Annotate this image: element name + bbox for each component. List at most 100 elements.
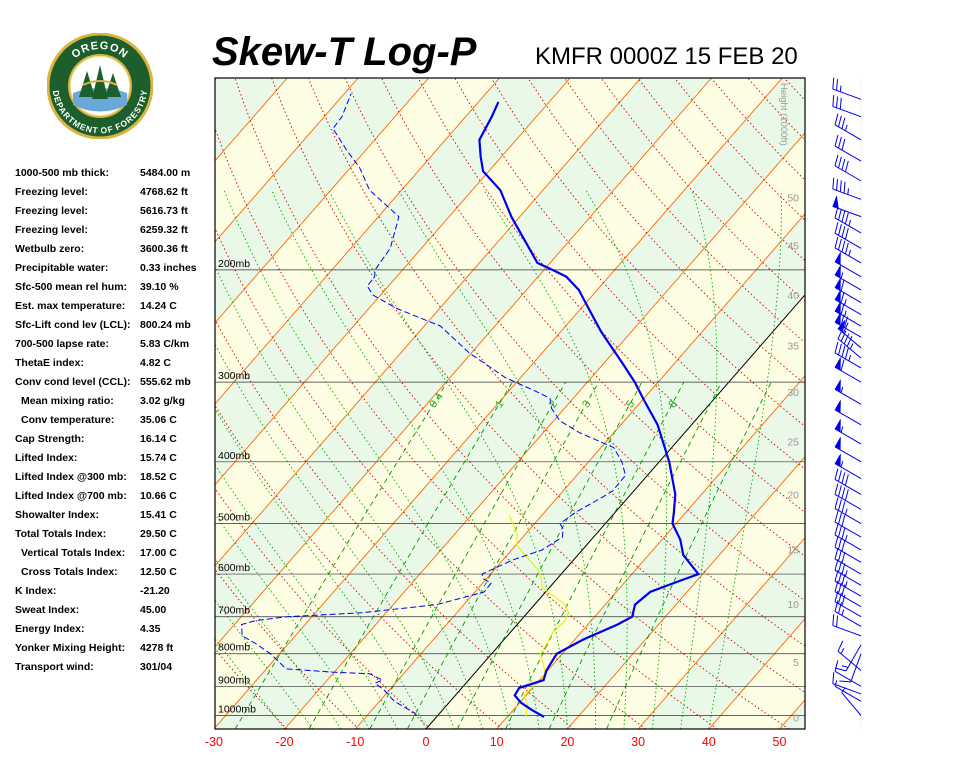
wind-barb-staff: [834, 569, 862, 586]
wind-barb-flag: [843, 333, 850, 345]
wind-barb-flag: [834, 468, 839, 480]
wind-barb-pennant: [834, 301, 841, 315]
dry-adiabat: [215, 127, 718, 729]
wind-barb-flag: [841, 345, 846, 358]
stat-value: 3600.36 ft: [140, 243, 188, 255]
isotherm-line: [354, 213, 805, 729]
dewpoint-trace: [240, 93, 627, 716]
wind-barb-flag: [839, 97, 842, 110]
wind-barb-staff: [837, 338, 862, 359]
mixing-ratio-label: 8: [666, 398, 679, 410]
wind-barb-flag: [837, 470, 842, 482]
wind-barb: [834, 222, 862, 249]
stat-value: 12.50 C: [140, 566, 177, 578]
wind-barb-flag: [840, 291, 845, 304]
wind-barb-pennant: [834, 289, 841, 304]
wind-barb: [837, 640, 862, 671]
x-tick-label: 10: [490, 735, 504, 749]
wind-barb: [834, 341, 862, 369]
height-tick-label: 40: [787, 290, 799, 302]
wind-barb-half-flag: [844, 298, 847, 306]
wind-barb-flag: [837, 224, 842, 236]
mixing-ratio-line: [407, 381, 599, 729]
stat-label: Sfc-500 mean rel hum:: [15, 281, 128, 293]
dry-adiabat: [417, 78, 805, 513]
dry-adiabat: [858, 78, 960, 729]
wind-barb-half-flag: [839, 85, 842, 92]
wind-barb-staff: [832, 188, 862, 200]
wind-barb: [834, 236, 862, 264]
wind-barb-half-flag: [834, 680, 838, 687]
wind-barb-flag: [832, 177, 835, 190]
stat-label: Total Totals Index:: [15, 528, 107, 540]
pressure-label: 200mb: [218, 258, 250, 270]
wind-barb-flag: [839, 180, 842, 192]
stat-label: Freezing level:: [15, 224, 88, 236]
wind-barb-pennant: [834, 453, 841, 468]
height-axis-title: Height (1000ft): [778, 83, 789, 146]
wind-barb-pennant: [834, 419, 841, 433]
wind-barb-half-flag: [848, 354, 852, 362]
x-tick-label: 0: [423, 735, 430, 749]
wind-barb-flag: [841, 158, 846, 170]
wind-barb: [832, 672, 862, 695]
wind-barb: [834, 660, 862, 687]
wind-barb-flag: [843, 181, 846, 194]
wind-barb-staff: [834, 534, 862, 551]
wind-barb: [834, 437, 862, 463]
wind-barb: [832, 77, 862, 100]
isotherm-line: [215, 78, 712, 648]
wind-barb: [834, 312, 862, 338]
wind-barb-flag: [837, 512, 842, 525]
wind-barb-flag: [837, 208, 842, 221]
wind-barb-flag: [837, 115, 842, 127]
stat-value: 39.10 %: [140, 281, 179, 293]
wind-barb-flag: [844, 347, 849, 360]
stat-value: 14.24 C: [140, 300, 177, 312]
wind-barb-flag: [832, 95, 835, 107]
stat-value: 5.83 C/km: [140, 338, 190, 350]
stat-label: Freezing level:: [15, 186, 88, 198]
height-tick-label: 5: [793, 657, 799, 669]
wind-barb-staff: [845, 644, 862, 672]
dry-adiabat: [894, 78, 960, 729]
wind-barb-flag: [841, 487, 846, 499]
profiles: [240, 93, 701, 718]
isotherm-line: [708, 618, 805, 729]
wind-barb-flag: [832, 614, 835, 626]
stat-label: Energy Index:: [15, 623, 85, 635]
mixing-ratio-line: [234, 381, 448, 729]
stat-label: 1000-500 mb thick:: [15, 167, 109, 179]
dry-adiabat: [215, 404, 503, 729]
wind-barb: [839, 653, 862, 683]
wind-barb-flag: [834, 236, 839, 249]
wind-barb-flag: [841, 501, 846, 513]
wind-barb-staff: [834, 670, 862, 687]
wind-barb-flag: [837, 602, 842, 614]
mixing-ratio-label: 2: [547, 398, 560, 410]
isotherm-band: [779, 699, 805, 729]
wind-barb-staff: [832, 683, 862, 695]
pressure-labels: 200mb 300mb 400mb 500mb 600mb 700mb 800mb 900mb…: [218, 258, 256, 716]
stat-label: Conv temperature:: [21, 414, 115, 426]
stat-value: 5484.00 m: [140, 167, 191, 179]
wind-barb-pennant: [834, 437, 841, 451]
stat-value: 18.52 C: [140, 471, 177, 483]
wind-barb-flag: [836, 615, 839, 627]
wind-barb-flag: [837, 343, 842, 356]
stat-value: 6259.32 ft: [140, 224, 188, 236]
wind-barb-flag: [844, 489, 849, 501]
stat-value: 15.74 C: [140, 452, 177, 464]
wind-barb-staff: [834, 580, 862, 597]
wind-barb-half-flag: [848, 219, 852, 227]
stat-label: Est. max temperature:: [15, 300, 126, 312]
dry-adiabat: [783, 78, 805, 101]
wind-barb-flag: [841, 240, 846, 253]
wind-barb-half-flag: [844, 310, 847, 317]
wind-barb-flag: [836, 179, 839, 191]
stat-value: 35.06 C: [140, 414, 177, 426]
wind-barb-flag: [837, 136, 842, 149]
wind-barb-staff: [834, 165, 862, 182]
wind-barb-flag: [834, 483, 839, 495]
wind-barb: [834, 419, 862, 445]
